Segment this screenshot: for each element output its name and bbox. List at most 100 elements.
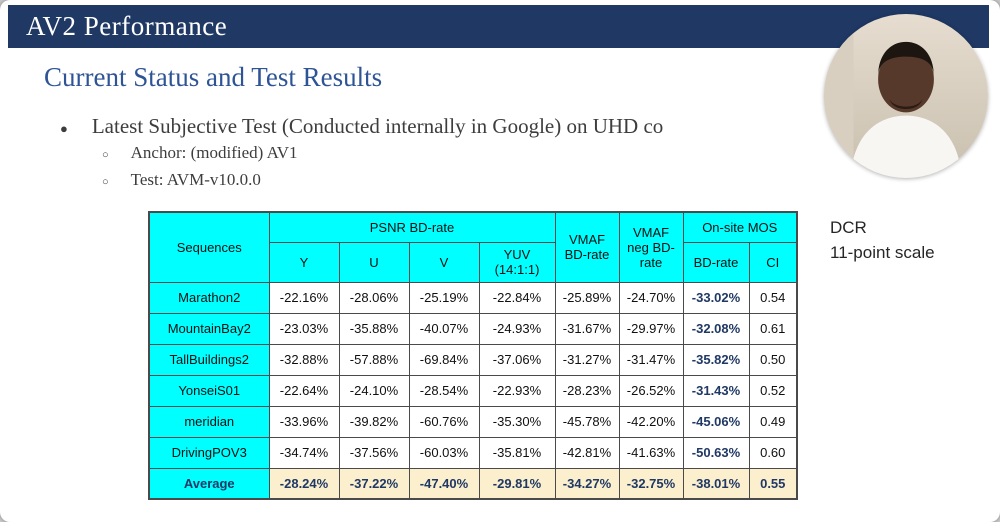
value-cell: -34.74%	[268, 436, 340, 469]
value-cell: -22.64%	[268, 374, 340, 407]
value-cell: -24.93%	[478, 312, 556, 345]
sequence-name-cell: DrivingPOV3	[148, 436, 270, 469]
value-cell: -35.88%	[338, 312, 410, 345]
value-cell: 0.54	[748, 281, 798, 314]
value-cell: -50.63%	[682, 436, 750, 469]
table-row: meridian -33.96% -39.82% -60.76% -35.30% -45.…	[148, 405, 798, 438]
value-cell: -24.10%	[338, 374, 410, 407]
sub-bullet-text: Test: AVM-v10.0.0	[130, 170, 261, 189]
value-cell: -31.43%	[682, 374, 750, 407]
presenter-video-frame	[824, 14, 988, 178]
value-cell: 0.61	[748, 312, 798, 345]
value-cell: -28.54%	[408, 374, 480, 407]
presenter-beard	[889, 99, 923, 110]
bullet-icon	[60, 114, 68, 143]
value-cell: -41.63%	[618, 436, 684, 469]
value-cell: -42.20%	[618, 405, 684, 438]
sequence-name-cell: MountainBay2	[148, 312, 270, 345]
value-cell: -25.19%	[408, 281, 480, 314]
value-cell: -37.56%	[338, 436, 410, 469]
value-cell: -32.88%	[268, 343, 340, 376]
results-table: Sequences PSNR BD-rate VMAF BD-rate VMAF…	[148, 211, 798, 500]
value-cell: -28.23%	[554, 374, 620, 407]
presenter-shirt	[850, 115, 962, 178]
value-cell: -38.01%	[682, 467, 750, 500]
table-row: TallBuildings2 -32.88% -57.88% -69.84% -37.0…	[148, 343, 798, 376]
value-cell: -47.40%	[408, 467, 480, 500]
value-cell: -28.06%	[338, 281, 410, 314]
slide-banner: AV2 Performance	[8, 5, 989, 48]
value-cell: -37.06%	[478, 343, 556, 376]
col-header-ci: CI	[748, 241, 798, 283]
table-row: MountainBay2 -23.03% -35.88% -40.07% -24.93%…	[148, 312, 798, 345]
value-cell: 0.49	[748, 405, 798, 438]
side-note-line2: 11-point scale	[830, 243, 935, 262]
value-cell: -28.24%	[268, 467, 340, 500]
value-cell: -33.96%	[268, 405, 340, 438]
circle-bullet-icon	[102, 143, 109, 166]
value-cell: -31.67%	[554, 312, 620, 345]
bullet-main: Latest Subjective Test (Conducted intern…	[60, 114, 860, 143]
value-cell: -22.93%	[478, 374, 556, 407]
value-cell: -31.27%	[554, 343, 620, 376]
value-cell: -35.82%	[682, 343, 750, 376]
value-cell: -42.81%	[554, 436, 620, 469]
sequence-name-cell: TallBuildings2	[148, 343, 270, 376]
side-note-line1: DCR	[830, 218, 867, 237]
side-note: DCR 11-point scale	[830, 215, 935, 265]
value-cell: -33.02%	[682, 281, 750, 314]
value-cell: -22.84%	[478, 281, 556, 314]
value-cell: -60.03%	[408, 436, 480, 469]
presenter-head	[878, 46, 934, 113]
col-header-mos-group: On-site MOS	[682, 211, 798, 243]
value-cell: 0.50	[748, 343, 798, 376]
value-cell: -32.75%	[618, 467, 684, 500]
table-row-average: Average -28.24% -37.22% -47.40% -29.81% -34.2…	[148, 467, 798, 500]
value-cell: -32.08%	[682, 312, 750, 345]
circle-bullet-icon	[102, 170, 109, 193]
col-header-vmaf: VMAF BD-rate	[554, 211, 620, 283]
sub-bullet-anchor: Anchor: (modified) AV1	[102, 143, 298, 166]
value-cell: -29.97%	[618, 312, 684, 345]
table-row: Marathon2 -22.16% -28.06% -25.19% -22.84% -25…	[148, 281, 798, 314]
value-cell: -23.03%	[268, 312, 340, 345]
col-header-mos-bdrate: BD-rate	[682, 241, 750, 283]
value-cell: -35.30%	[478, 405, 556, 438]
col-header-v: V	[408, 241, 480, 283]
col-header-sequences: Sequences	[148, 211, 270, 283]
table-row: YonseiS01 -22.64% -24.10% -28.54% -22.93% -28…	[148, 374, 798, 407]
sub-bullet-test: Test: AVM-v10.0.0	[102, 170, 261, 193]
bullet-main-text: Latest Subjective Test (Conducted intern…	[91, 114, 664, 138]
page-title: AV2 Performance	[26, 11, 228, 41]
value-cell: -40.07%	[408, 312, 480, 345]
results-table-container: Sequences PSNR BD-rate VMAF BD-rate VMAF…	[148, 211, 798, 500]
col-header-y: Y	[268, 241, 340, 283]
table-body: Marathon2 -22.16% -28.06% -25.19% -22.84% -25…	[148, 281, 798, 500]
value-cell: -26.52%	[618, 374, 684, 407]
value-cell: -25.89%	[554, 281, 620, 314]
col-header-u: U	[338, 241, 410, 283]
value-cell: 0.60	[748, 436, 798, 469]
sequence-name-cell: Marathon2	[148, 281, 270, 314]
sequence-name-cell: YonseiS01	[148, 374, 270, 407]
value-cell: -31.47%	[618, 343, 684, 376]
col-header-psnr-group: PSNR BD-rate	[268, 211, 556, 243]
value-cell: -57.88%	[338, 343, 410, 376]
value-cell: -45.78%	[554, 405, 620, 438]
value-cell: -45.06%	[682, 405, 750, 438]
col-header-yuv: YUV (14:1:1)	[478, 241, 556, 283]
presenter-hair	[878, 41, 934, 77]
value-cell: -35.81%	[478, 436, 556, 469]
value-cell: 0.55	[748, 467, 798, 500]
sub-bullet-text: Anchor: (modified) AV1	[130, 143, 298, 162]
col-header-vmaf-neg: VMAF neg BD-rate	[618, 211, 684, 283]
value-cell: -37.22%	[338, 467, 410, 500]
value-cell: -24.70%	[618, 281, 684, 314]
presenter-webcam[interactable]	[824, 14, 988, 178]
value-cell: -69.84%	[408, 343, 480, 376]
value-cell: -34.27%	[554, 467, 620, 500]
value-cell: -60.76%	[408, 405, 480, 438]
value-cell: 0.52	[748, 374, 798, 407]
sequence-name-cell: meridian	[148, 405, 270, 438]
